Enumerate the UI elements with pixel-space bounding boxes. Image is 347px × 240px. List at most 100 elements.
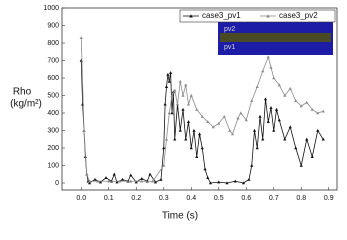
data-point <box>115 180 119 184</box>
data-point <box>261 137 265 141</box>
x-tick-label: 0.6 <box>241 195 251 202</box>
data-point <box>186 102 191 106</box>
data-point <box>163 102 167 106</box>
inset-label: pv2 <box>224 26 235 33</box>
data-point <box>288 125 292 129</box>
data-point <box>277 83 281 87</box>
data-point <box>230 132 235 136</box>
x-tick-label: 0.2 <box>131 195 141 202</box>
legend-label: case3_pv1 <box>202 11 241 20</box>
data-point <box>321 137 325 141</box>
data-point <box>175 102 180 106</box>
legend-label: case3_pv2 <box>279 11 318 20</box>
inset-label: pv1 <box>224 44 235 51</box>
data-point <box>170 93 174 97</box>
data-point <box>206 176 210 180</box>
inset-band <box>220 33 331 42</box>
data-point <box>169 71 173 75</box>
x-tick-label: 0.7 <box>269 195 279 202</box>
data-point <box>269 106 273 110</box>
data-point <box>310 155 314 159</box>
y-tick-label: 900 <box>47 22 59 29</box>
plot-frame <box>61 7 338 191</box>
data-point <box>222 114 226 118</box>
data-point <box>211 125 215 129</box>
data-point <box>112 172 116 176</box>
data-point <box>167 79 171 83</box>
data-point <box>129 173 133 177</box>
data-point <box>140 177 144 180</box>
data-point <box>184 137 188 141</box>
data-point <box>173 137 177 141</box>
data-point <box>266 55 270 59</box>
data-point <box>195 107 199 111</box>
x-tick-label: 0.8 <box>296 195 306 202</box>
data-point <box>164 85 169 89</box>
data-point <box>79 58 83 62</box>
data-point <box>208 181 213 185</box>
data-point <box>148 172 152 176</box>
x-axis-label: Time (s) <box>162 211 198 222</box>
legend <box>179 9 336 23</box>
y-tick-label: 1000 <box>43 5 59 12</box>
x-tick-label: 0.3 <box>159 195 169 202</box>
data-point <box>283 93 287 97</box>
data-point <box>255 146 259 150</box>
data-point <box>217 180 221 184</box>
data-point <box>299 104 303 108</box>
data-point <box>173 88 177 92</box>
data-point <box>283 137 287 141</box>
y-tick-label: 300 <box>47 127 59 134</box>
data-point <box>272 128 276 132</box>
data-point <box>195 155 199 159</box>
y-tick-label: 700 <box>47 57 59 64</box>
data-point <box>81 102 85 106</box>
data-point <box>120 177 125 181</box>
data-point <box>316 128 320 132</box>
data-point <box>316 111 320 115</box>
data-point <box>258 114 262 118</box>
data-point <box>153 180 158 184</box>
data-point <box>217 121 221 125</box>
data-point <box>181 107 185 111</box>
y-tick-label: 800 <box>47 40 59 47</box>
y-axis-label: (kg/m²) <box>10 99 42 110</box>
data-point <box>98 180 103 184</box>
data-point <box>269 65 273 69</box>
data-point <box>87 181 92 185</box>
data-point <box>225 181 229 185</box>
data-point <box>272 76 276 80</box>
data-point <box>93 177 97 181</box>
data-point <box>250 99 254 103</box>
data-point <box>189 146 193 150</box>
legend-marker <box>266 14 270 18</box>
data-point <box>170 111 174 115</box>
series-line <box>80 37 324 182</box>
y-tick-label: 500 <box>47 92 59 99</box>
data-point <box>203 167 207 171</box>
data-point <box>189 93 193 97</box>
data-point <box>166 72 170 76</box>
data-point <box>140 179 144 183</box>
data-point <box>85 172 89 176</box>
data-point <box>263 97 268 101</box>
data-point <box>288 86 292 90</box>
data-point <box>277 118 281 122</box>
data-point <box>192 128 196 132</box>
data-point <box>266 120 270 124</box>
y-tick-label: 200 <box>47 145 59 152</box>
x-tick-label: 0.1 <box>104 195 114 202</box>
y-tick-label: 400 <box>47 110 59 117</box>
data-point <box>241 181 246 185</box>
data-point <box>134 180 138 184</box>
data-point <box>82 128 86 132</box>
data-point <box>197 132 202 136</box>
data-point <box>321 109 325 113</box>
data-point <box>107 179 111 183</box>
data-point <box>178 79 182 83</box>
data-point <box>305 100 309 104</box>
x-tick-label: 0.4 <box>186 195 196 202</box>
data-point <box>96 179 100 183</box>
data-point <box>252 128 257 132</box>
data-point <box>151 179 155 183</box>
